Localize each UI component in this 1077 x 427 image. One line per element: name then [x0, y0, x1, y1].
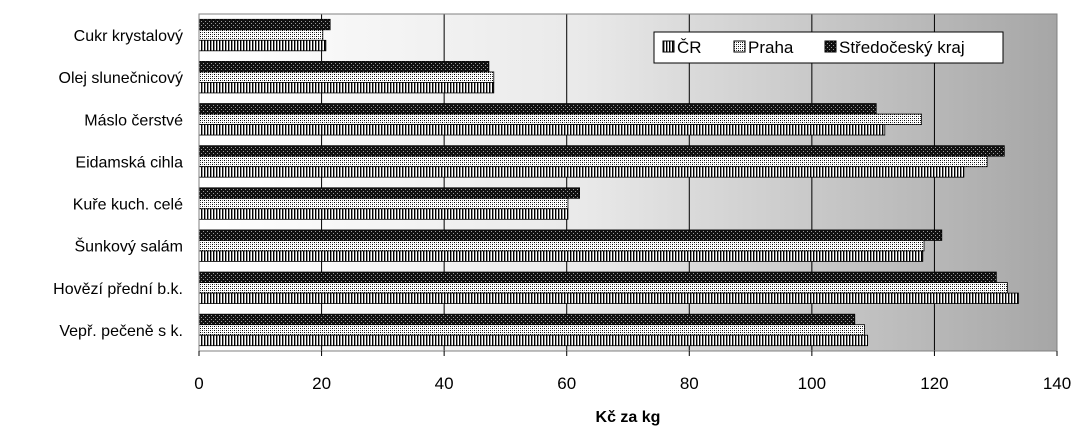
bar-stredocesky-kraj [198, 313, 856, 326]
bar-cr [198, 208, 569, 220]
bar-cr [198, 292, 1019, 304]
bar-cr [198, 124, 886, 136]
legend-swatch-stredocesky-kraj [824, 40, 837, 53]
legend-label-stredocesky-kraj: Středočeský kraj [839, 38, 965, 57]
bar-stredocesky-kraj [198, 18, 331, 31]
category-label: Vepř. pečeně s k. [59, 323, 183, 340]
category-label: Hovězí přední b.k. [53, 281, 183, 298]
legend: ČR Praha Středočeský kraj [653, 31, 1004, 64]
bar-praha [198, 71, 495, 83]
x-axis-ticks: 0 20 40 60 80 100 120 140 [194, 351, 1071, 393]
x-tick-label: 80 [680, 374, 699, 393]
category-label: Eidamská cihla [75, 154, 183, 171]
bar-praha [198, 324, 865, 336]
category-label: Máslo čerstvé [84, 112, 183, 129]
bar-stredocesky-kraj [198, 103, 877, 115]
bar-praha [198, 282, 1008, 294]
legend-label-praha: Praha [748, 38, 794, 57]
bar-praha [198, 113, 922, 125]
bar-stredocesky-kraj [198, 61, 490, 73]
x-tick-label: 60 [557, 374, 576, 393]
bar-cr [198, 39, 327, 52]
bar-cr [198, 82, 495, 94]
bar-stredocesky-kraj [198, 187, 580, 199]
bar-stredocesky-kraj [198, 145, 1005, 157]
legend-label-cr: ČR [677, 38, 702, 57]
plot-area-border [198, 13, 1058, 352]
bar-cr [198, 250, 924, 262]
x-tick-label: 100 [798, 374, 826, 393]
x-tick-label: 20 [312, 374, 331, 393]
bar-praha [198, 197, 569, 210]
legend-swatch-cr [662, 40, 675, 53]
category-label: Šunkový salám [75, 237, 184, 256]
bar-praha [198, 155, 988, 168]
category-labels: Cukr krystalový Olej slunečnicový Máslo če… [53, 28, 183, 340]
bar-cr [198, 334, 869, 347]
x-tick-label: 140 [1043, 374, 1071, 393]
x-tick-label: 0 [194, 374, 203, 393]
category-label: Kuře kuch. celé [73, 197, 183, 214]
category-label: Cukr krystalový [74, 28, 183, 45]
bar-stredocesky-kraj [198, 271, 997, 283]
bar-praha [198, 240, 925, 252]
category-label: Olej slunečnicový [59, 70, 184, 87]
x-tick-label: 40 [435, 374, 454, 393]
bar-cr [198, 166, 965, 178]
bar-praha [198, 29, 324, 41]
legend-swatch-praha [733, 40, 746, 53]
x-axis-title: Kč za kg [596, 409, 661, 426]
x-tick-label: 120 [920, 374, 948, 393]
bar-stredocesky-kraj [198, 229, 943, 241]
